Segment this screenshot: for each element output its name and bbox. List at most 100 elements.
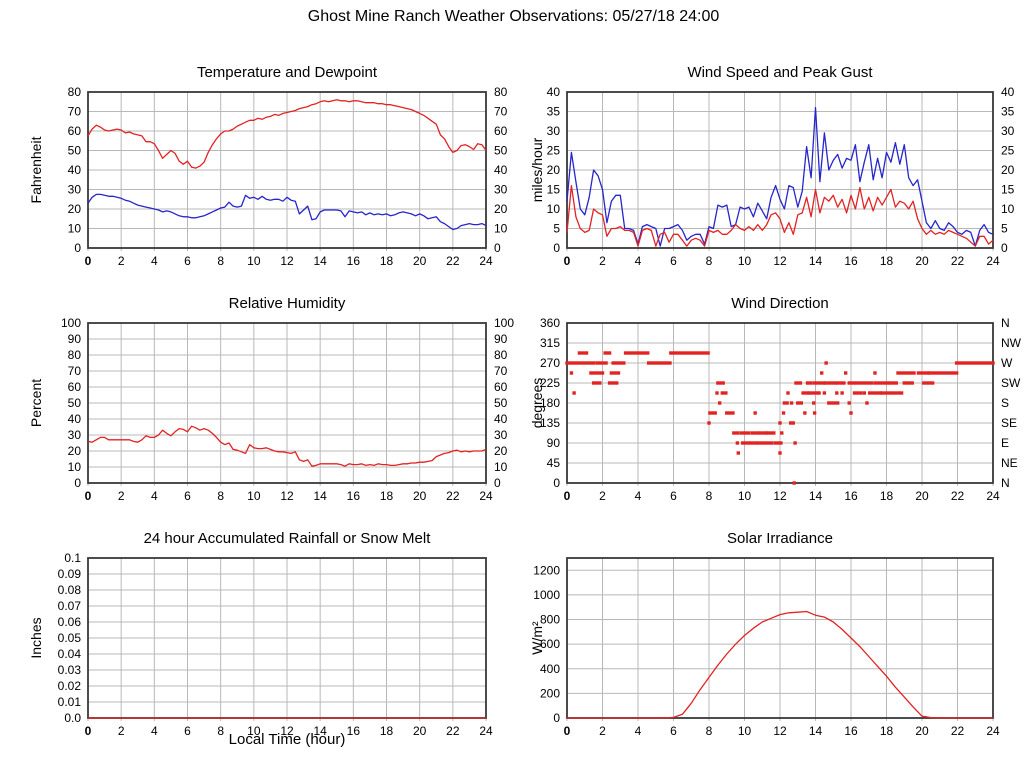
svg-text:135: 135 (540, 416, 560, 430)
svg-text:4: 4 (635, 489, 642, 503)
svg-text:0: 0 (85, 254, 92, 268)
svg-text:2: 2 (599, 254, 606, 268)
svg-text:8: 8 (706, 254, 713, 268)
svg-text:20: 20 (494, 202, 508, 216)
svg-text:18: 18 (380, 489, 394, 503)
svg-text:2: 2 (599, 724, 606, 738)
svg-text:4: 4 (635, 724, 642, 738)
svg-text:10: 10 (68, 222, 82, 236)
svg-text:0: 0 (564, 489, 571, 503)
svg-text:16: 16 (844, 724, 858, 738)
svg-text:24: 24 (479, 489, 493, 503)
svg-text:400: 400 (540, 662, 560, 676)
svg-text:0: 0 (494, 476, 501, 490)
svg-text:12: 12 (773, 724, 787, 738)
svg-text:200: 200 (540, 686, 560, 700)
y-axis-label-watts-per-m2: W/m² (529, 621, 545, 655)
svg-text:600: 600 (540, 637, 560, 651)
svg-text:22: 22 (951, 489, 965, 503)
svg-text:4: 4 (635, 254, 642, 268)
svg-text:14: 14 (809, 489, 823, 503)
svg-text:20: 20 (68, 202, 82, 216)
svg-text:8: 8 (706, 489, 713, 503)
page-title: Ghost Mine Ranch Weather Observations: 0… (307, 8, 720, 25)
svg-text:30: 30 (494, 183, 508, 197)
svg-text:60: 60 (494, 380, 508, 394)
svg-text:35: 35 (547, 105, 561, 119)
svg-text:0: 0 (494, 241, 501, 255)
svg-text:12: 12 (280, 254, 294, 268)
svg-text:20: 20 (915, 254, 929, 268)
svg-text:20: 20 (494, 444, 508, 458)
svg-text:S: S (1001, 396, 1009, 410)
svg-text:0.0: 0.0 (64, 711, 81, 725)
svg-text:90: 90 (494, 332, 508, 346)
svg-text:90: 90 (547, 436, 561, 450)
svg-text:80: 80 (68, 85, 82, 99)
svg-text:1000: 1000 (533, 588, 560, 602)
svg-text:70: 70 (68, 364, 82, 378)
svg-text:315: 315 (540, 336, 560, 350)
svg-text:270: 270 (540, 356, 560, 370)
svg-text:70: 70 (68, 105, 82, 119)
svg-text:0: 0 (564, 254, 571, 268)
svg-text:18: 18 (880, 724, 894, 738)
svg-text:16: 16 (347, 254, 361, 268)
svg-text:10: 10 (494, 222, 508, 236)
y-axis-label-miles-per-hour: miles/hour (529, 137, 545, 203)
svg-text:0.08: 0.08 (58, 583, 82, 597)
svg-text:0: 0 (553, 476, 560, 490)
svg-text:20: 20 (915, 489, 929, 503)
y-axis-label-percent: Percent (28, 378, 44, 428)
svg-text:0: 0 (553, 711, 560, 725)
svg-text:0.1: 0.1 (64, 551, 81, 565)
svg-text:18: 18 (380, 254, 394, 268)
svg-text:10: 10 (494, 460, 508, 474)
svg-text:16: 16 (844, 254, 858, 268)
svg-text:8: 8 (217, 489, 224, 503)
svg-text:18: 18 (880, 254, 894, 268)
svg-text:2: 2 (118, 724, 125, 738)
svg-text:30: 30 (68, 428, 82, 442)
svg-text:8: 8 (217, 724, 224, 738)
svg-text:6: 6 (670, 724, 677, 738)
svg-text:25: 25 (1001, 144, 1015, 158)
svg-text:0.03: 0.03 (58, 663, 82, 677)
svg-text:225: 225 (540, 376, 560, 390)
svg-text:800: 800 (540, 613, 560, 627)
svg-text:20: 20 (547, 163, 561, 177)
svg-text:0: 0 (74, 476, 81, 490)
svg-text:12: 12 (773, 489, 787, 503)
svg-text:N: N (1001, 316, 1010, 330)
y-axis-label-fahrenheit: Fahrenheit (28, 136, 44, 204)
svg-text:W: W (1001, 356, 1013, 370)
svg-text:0: 0 (85, 724, 92, 738)
svg-text:0.01: 0.01 (58, 695, 82, 709)
svg-text:E: E (1001, 436, 1009, 450)
svg-text:35: 35 (1001, 105, 1015, 119)
svg-text:6: 6 (184, 724, 191, 738)
svg-text:20: 20 (1001, 163, 1015, 177)
svg-text:22: 22 (951, 724, 965, 738)
svg-text:SE: SE (1001, 416, 1017, 430)
svg-text:20: 20 (68, 444, 82, 458)
svg-text:18: 18 (380, 724, 394, 738)
svg-text:4: 4 (151, 254, 158, 268)
svg-text:NE: NE (1001, 456, 1018, 470)
svg-text:10: 10 (738, 254, 752, 268)
x-axis-label-local-time: Local Time (hour) (228, 731, 346, 748)
svg-text:0.06: 0.06 (58, 615, 82, 629)
svg-text:14: 14 (809, 254, 823, 268)
svg-text:2: 2 (599, 489, 606, 503)
svg-text:24: 24 (986, 724, 1000, 738)
svg-text:24: 24 (479, 254, 493, 268)
svg-text:6: 6 (670, 254, 677, 268)
chart-title-wind-direction: Wind Direction (731, 295, 829, 312)
svg-text:5: 5 (1001, 222, 1008, 236)
svg-text:180: 180 (540, 396, 560, 410)
svg-text:18: 18 (880, 489, 894, 503)
svg-text:70: 70 (494, 364, 508, 378)
svg-text:8: 8 (217, 254, 224, 268)
chart-title-wind-speed: Wind Speed and Peak Gust (687, 64, 873, 81)
